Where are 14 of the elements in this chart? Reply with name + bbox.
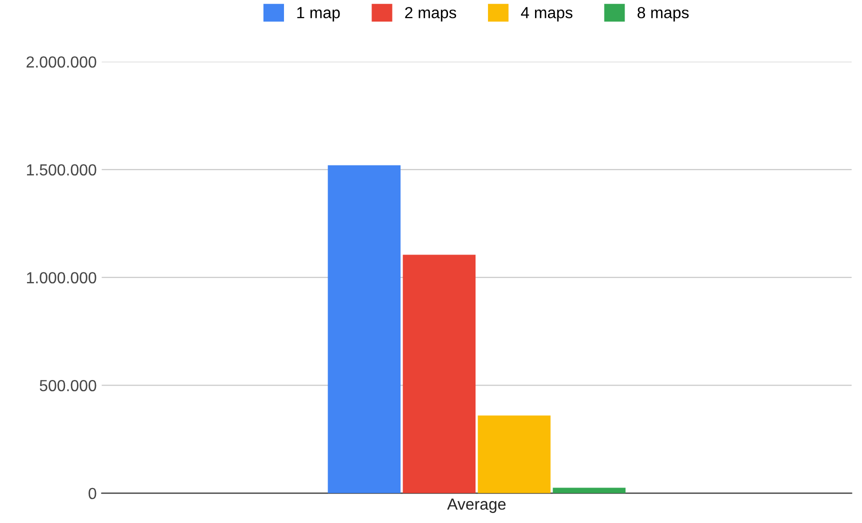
legend-label: 4 maps — [520, 7, 572, 22]
x-tick-label: Average — [447, 498, 506, 513]
y-tick-label: 2.000.000 — [26, 56, 96, 68]
y-tick-label: 1.000.000 — [27, 272, 96, 284]
bar — [328, 165, 401, 494]
y-tick-label: 500.000 — [40, 380, 96, 392]
legend-label: 8 maps — [638, 6, 689, 22]
legend-label: 1 map — [297, 7, 340, 22]
bar — [402, 254, 476, 494]
y-tick-label: 1.500.000 — [27, 164, 96, 176]
bar — [478, 416, 551, 494]
y-tick-label: 0 — [88, 488, 96, 500]
bar — [552, 488, 626, 494]
legend-label: 2 maps — [405, 6, 456, 22]
